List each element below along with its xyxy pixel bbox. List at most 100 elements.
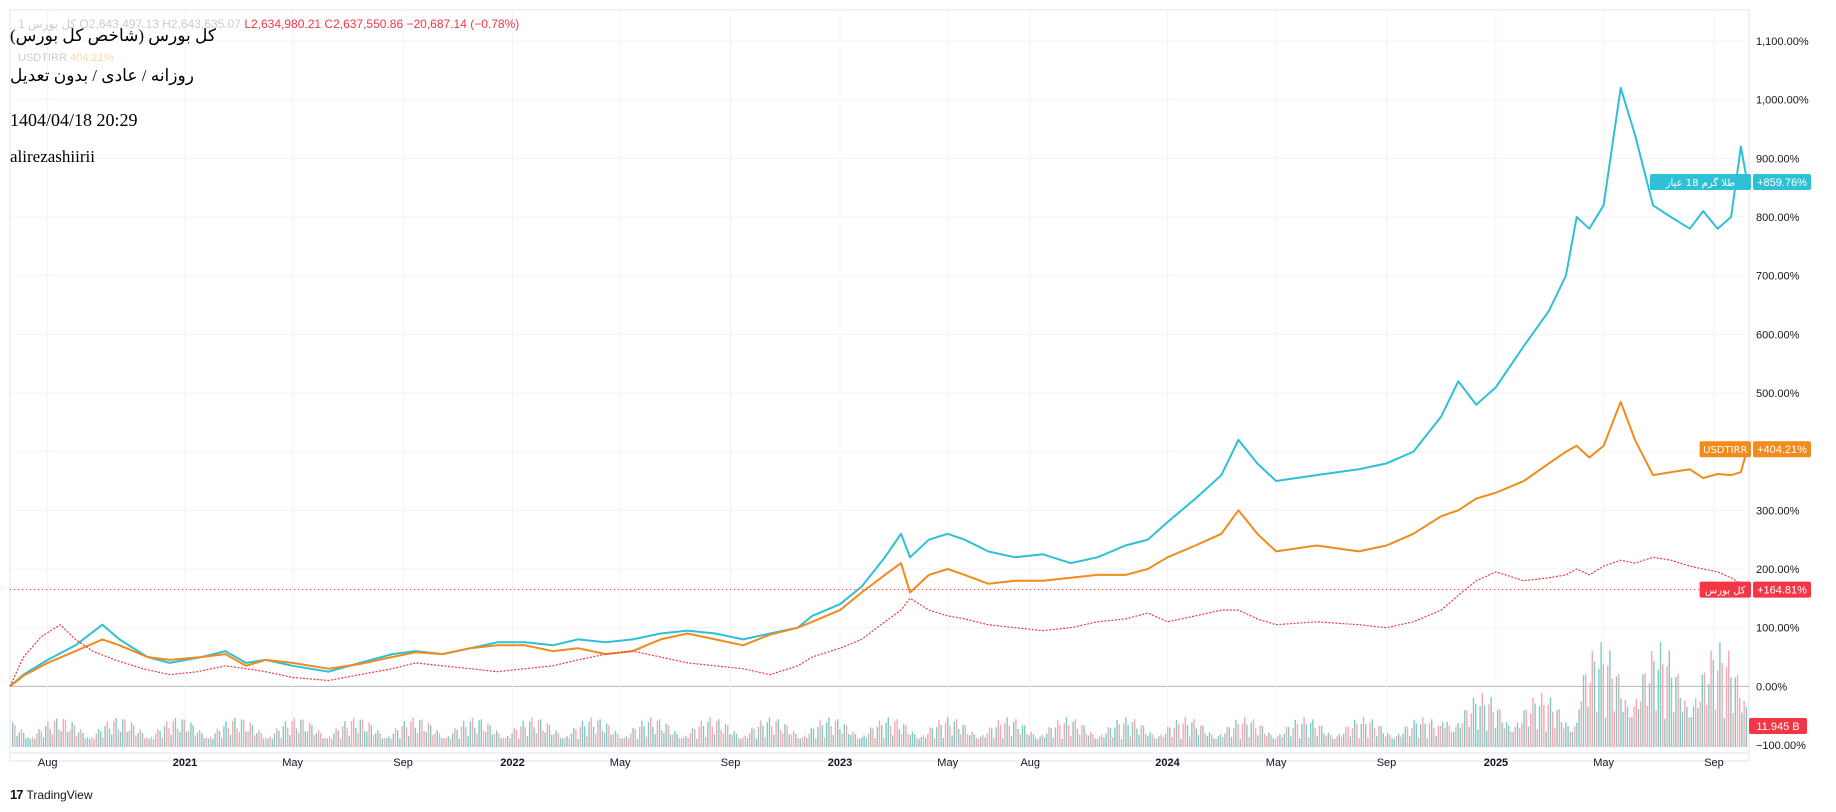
volume-bar	[1327, 732, 1329, 747]
volume-bar	[104, 726, 106, 747]
volume-bar	[1340, 736, 1343, 747]
y-tick-label: 200.00%	[1756, 564, 1800, 576]
volume-bar	[570, 733, 573, 747]
volume-bar	[592, 727, 595, 747]
volume-bar	[1547, 704, 1549, 747]
volume-bar	[663, 732, 665, 747]
volume-bar	[584, 726, 586, 747]
series-name-text: کل بورس	[1705, 586, 1746, 597]
volume-bar	[471, 717, 474, 747]
volume-bar	[777, 719, 779, 747]
volume-bar	[700, 720, 702, 747]
volume-bar	[1354, 719, 1356, 747]
x-axis[interactable]: Aug 2021 May Sep 2022 May Sep 2023 May Aug 2024 May…	[38, 757, 1724, 769]
volume-bar	[1686, 706, 1688, 747]
volume-bar	[1010, 735, 1013, 747]
volume-bar	[980, 736, 982, 747]
volume-bar	[949, 725, 951, 747]
volume-bar	[1285, 726, 1288, 747]
volume-bar	[1519, 727, 1521, 747]
volume-bar	[1173, 727, 1175, 747]
y-axis[interactable]: 1,100.00% 1,000.00% 900.00% 800.00% 700.00% 6…	[1756, 36, 1809, 752]
x-tick-label: May	[937, 757, 958, 769]
volume-bar	[918, 738, 920, 747]
volume-bar	[1204, 733, 1206, 747]
volume-bar	[1666, 666, 1668, 747]
volume-bar	[922, 735, 925, 747]
volume-bar	[1017, 728, 1019, 747]
volume-bar	[632, 727, 634, 747]
volume-bar	[914, 734, 916, 747]
volume-bar	[1206, 735, 1208, 747]
x-tick-label: May	[1593, 757, 1614, 769]
volume-bar	[669, 734, 672, 747]
volume-bar	[837, 719, 839, 747]
volume-bar	[566, 735, 568, 747]
volume-bar	[1043, 737, 1046, 747]
volume-bar	[1035, 738, 1037, 747]
volume-bar	[1728, 650, 1730, 747]
volume-bar	[1158, 736, 1160, 747]
volume-bar	[258, 729, 260, 747]
volume-bar	[881, 725, 883, 747]
volume-bar	[1464, 710, 1466, 747]
volume-bar	[271, 738, 273, 747]
volume-bar	[762, 725, 764, 747]
volume-bar	[1587, 706, 1589, 747]
volume-bar	[738, 738, 740, 747]
x-tick-label: May	[1266, 757, 1287, 769]
volume-bar	[1384, 736, 1387, 747]
volume-bar	[526, 736, 529, 747]
volume-bar	[1701, 674, 1703, 747]
volume-bar	[493, 733, 496, 747]
volume-bar	[199, 729, 201, 747]
volume-bar	[1534, 703, 1536, 747]
volume-bar	[931, 728, 933, 747]
volume-bar	[951, 735, 953, 747]
volume-bar	[16, 735, 18, 747]
volume-bar	[1455, 726, 1457, 747]
volume-bar	[856, 738, 859, 747]
volume-bar	[146, 737, 148, 747]
volume-bar	[885, 722, 887, 747]
volume-bar	[1070, 736, 1072, 747]
volume-bar	[718, 719, 720, 747]
volume-bar	[1021, 724, 1024, 747]
series-name-badge	[1650, 173, 1751, 190]
volume-bar	[1525, 709, 1527, 747]
y-tick-label: 100.00%	[1756, 623, 1800, 635]
volume-bar	[898, 729, 900, 747]
volume-bar	[216, 728, 218, 747]
volume-bar	[141, 733, 144, 747]
volume-bar	[716, 720, 718, 747]
volume-bar	[522, 720, 524, 747]
volume-bar	[249, 722, 251, 747]
volume-bar	[1593, 661, 1596, 747]
volume-bar	[1026, 733, 1028, 747]
volume-bar	[1103, 737, 1105, 747]
volume-bar	[430, 725, 432, 747]
volume-bar	[243, 719, 245, 747]
x-tick-label: Sep	[721, 757, 741, 769]
ohlc-close: C2,637,550.86	[324, 17, 404, 31]
volume-bar	[973, 734, 975, 747]
volume-bar	[874, 738, 876, 747]
volume-bar	[852, 731, 854, 747]
volume-bar	[295, 728, 298, 747]
tradingview-name: TradingView	[26, 787, 93, 802]
volume-bar	[1241, 723, 1244, 747]
volume-bar	[174, 718, 177, 747]
grid	[9, 9, 1750, 762]
volume-bar	[1189, 736, 1191, 747]
volume-bar	[812, 728, 815, 747]
volume-bar	[1279, 734, 1281, 747]
y-tick-label: 300.00%	[1756, 505, 1800, 517]
volume-bar	[311, 725, 313, 747]
volume-bar	[410, 721, 412, 747]
volume-bar	[984, 737, 986, 747]
volume-bar	[872, 728, 874, 747]
tradingview-brand[interactable]: 17 TradingView	[10, 787, 93, 802]
usdt-legend-symbol: USDTIRR	[18, 52, 67, 64]
volume-bar	[845, 725, 848, 747]
volume-bar	[1376, 735, 1378, 747]
